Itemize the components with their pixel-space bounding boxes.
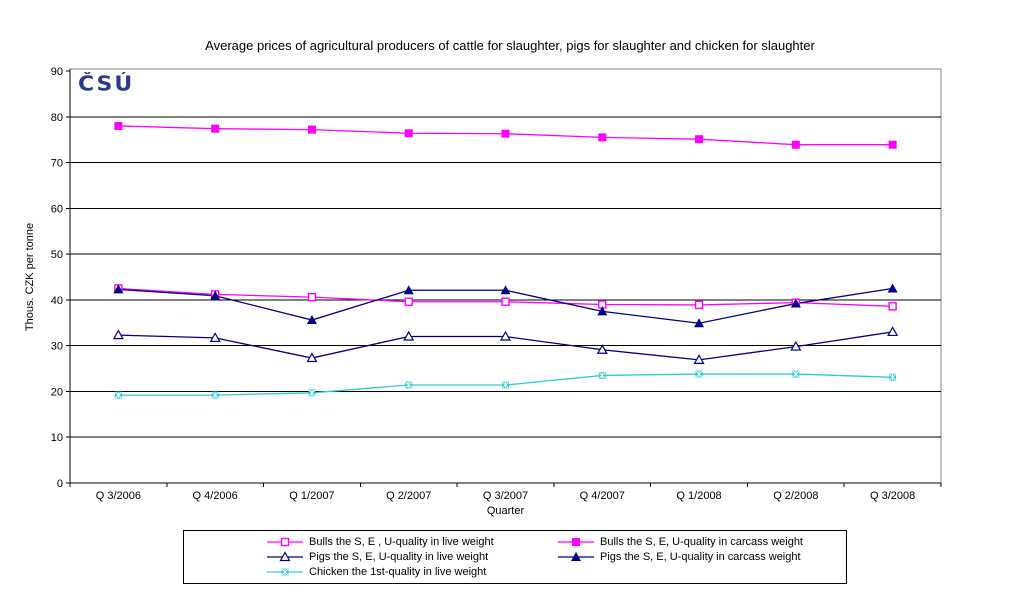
marker-open-triangle [693, 354, 705, 364]
legend-label: Chicken the 1st-quality in live weight [309, 565, 487, 578]
y-tick-label: 90 [51, 66, 63, 78]
legend: Bulls the S, E , U-quality in live weigh… [183, 530, 847, 584]
marker-open-triangle [403, 330, 415, 341]
y-tick-label: 20 [51, 386, 63, 398]
legend-item-pigs-carcass: Pigs the S, E, U-quality in carcass weig… [558, 549, 846, 564]
legend-marker-svg [558, 537, 595, 546]
marker-filled-triangle [306, 315, 317, 325]
marker-filled-square [307, 125, 316, 134]
x-tick-label: Q 4/2007 [580, 490, 625, 502]
marker-open-triangle [499, 330, 512, 341]
chart-title: Average prices of agricultural producers… [205, 38, 815, 53]
legend-label: Bulls the S, E, U-quality in carcass wei… [600, 535, 803, 548]
marker-filled-triangle [500, 285, 511, 295]
marker-open-triangle [112, 329, 124, 340]
legend-marker-pigs-carcass-icon [558, 551, 595, 563]
legend-item-pigs-live: Pigs the S, E, U-quality in live weight [184, 549, 558, 564]
marker-open-triangle [887, 326, 899, 337]
marker-filled-triangle [571, 551, 582, 561]
marker-open-triangle [790, 340, 802, 351]
legend-marker-svg [558, 551, 595, 561]
marker-open-square [501, 297, 510, 306]
legend-marker-chicken-live-icon [267, 566, 303, 578]
csu-logo: ČSÚ [78, 73, 135, 96]
marker-filled-square [114, 121, 123, 130]
marker-filled-square [211, 124, 220, 133]
marker-filled-triangle [597, 306, 608, 316]
x-tick-label: Q 3/2006 [96, 490, 141, 502]
legend-marker-bulls-live-icon [267, 536, 303, 548]
marker-filled-square [888, 140, 897, 149]
marker-open-square [694, 300, 704, 310]
legend-item-chicken-live: Chicken the 1st-quality in live weight [184, 564, 558, 579]
x-tick-label: Q 2/2007 [386, 490, 431, 502]
x-tick-label: Q 2/2008 [773, 490, 818, 502]
marker-filled-square [791, 140, 800, 149]
legend-label: Pigs the S, E, U-quality in live weight [309, 550, 489, 563]
marker-open-square [280, 537, 290, 546]
y-tick-label: 10 [51, 432, 63, 444]
marker-open-square [404, 297, 413, 306]
x-tick-label: Q 1/2007 [289, 490, 334, 502]
marker-filled-square [598, 133, 607, 142]
y-tick-label: 50 [51, 249, 63, 261]
marker-filled-square [572, 537, 581, 546]
marker-filled-triangle [113, 284, 124, 294]
marker-filled-square [404, 129, 413, 138]
y-tick-label: 0 [57, 478, 63, 490]
x-tick-label: Q 3/2008 [870, 490, 915, 502]
marker-open-square [888, 302, 897, 311]
legend-item-bulls-carcass: Bulls the S, E, U-quality in carcass wei… [558, 534, 846, 549]
marker-open-triangle [279, 550, 291, 561]
y-tick-label: 80 [51, 112, 63, 124]
legend-marker-svg [267, 537, 303, 546]
y-tick-label: 40 [51, 295, 63, 307]
y-tick-label: 60 [51, 203, 63, 215]
marker-open-triangle [209, 332, 221, 342]
x-tick-label: Q 3/2007 [483, 490, 528, 502]
marker-filled-triangle [210, 290, 221, 300]
legend-marker-svg [267, 568, 303, 575]
marker-open-square [307, 292, 317, 302]
legend-label: Pigs the S, E, U-quality in carcass weig… [600, 550, 801, 563]
legend-item-bulls-live: Bulls the S, E , U-quality in live weigh… [184, 534, 558, 549]
marker-filled-triangle [694, 318, 705, 328]
x-tick-label: Q 4/2006 [193, 490, 238, 502]
marker-filled-triangle [790, 298, 801, 308]
marker-filled-triangle [887, 283, 898, 293]
legend-marker-bulls-carcass-icon [558, 536, 595, 548]
legend-label: Bulls the S, E , U-quality in live weigh… [309, 535, 494, 548]
y-tick-label: 70 [51, 158, 63, 170]
marker-filled-square [501, 129, 510, 138]
legend-marker-pigs-live-icon [267, 550, 303, 563]
y-axis-title: Thous. CZK per tonne [24, 222, 36, 332]
marker-filled-square [695, 135, 704, 144]
legend-marker-svg [267, 550, 303, 561]
marker-open-triangle [306, 352, 318, 363]
marker-filled-triangle [403, 285, 414, 295]
marker-open-triangle [596, 344, 608, 354]
x-tick-label: Q 1/2008 [676, 490, 721, 502]
y-tick-label: 30 [51, 341, 63, 353]
x-axis-title: Quarter [486, 505, 525, 517]
